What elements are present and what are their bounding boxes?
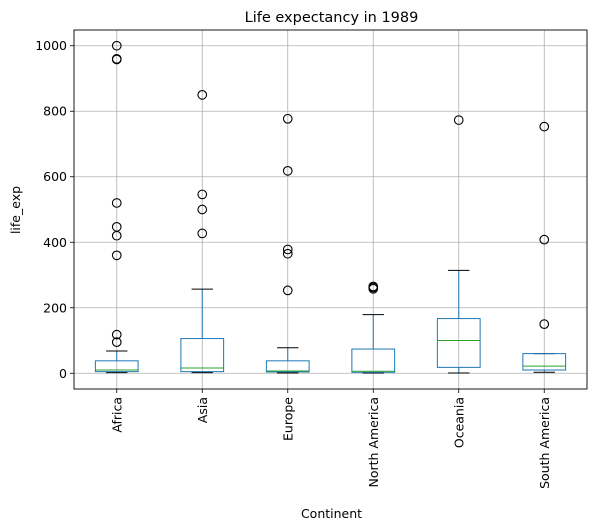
y-tick-label: 0 [59,366,67,381]
flier-point [111,250,122,261]
y-tick-label: 1000 [35,38,67,53]
x-tick-label: Europe [280,397,295,441]
box-iqr [180,338,225,373]
flier-point [282,285,293,296]
plot-frame [73,29,588,390]
flier-point [282,165,293,176]
box-group [180,90,225,374]
x-tick-label: Asia [195,397,210,423]
flier-point [111,198,122,208]
y-tick-label: 200 [43,300,67,315]
flier-point [197,189,208,200]
x-tick-label: Africa [109,397,124,433]
y-tick-label: 600 [43,169,67,184]
flier-point [197,204,208,215]
y-tick-label: 400 [43,235,67,250]
box-iqr [436,318,481,368]
flier-point [282,113,293,124]
x-tick-label: North America [366,397,381,488]
x-tick-label: Oceania [451,397,466,448]
axis-layer: 0 200 400 600 800 1000 Africa Asia Europe North A… [35,38,552,489]
flier-point [368,281,379,292]
box-group [351,281,396,374]
box-group [265,113,310,374]
flier-point [197,90,208,100]
box-iqr [351,348,396,373]
box-iqr [265,360,310,373]
box-group [522,121,567,373]
flier-point [111,53,122,64]
box-group [94,40,139,374]
y-tick-label: 800 [43,104,67,119]
flier-point [111,222,122,232]
box-layer [94,40,567,374]
flier-point [111,329,122,340]
chart-title: Life expectancy in 1989 [245,10,419,26]
flier-point [282,244,293,255]
flier-point [197,228,208,239]
flier-point [539,121,550,132]
y-axis-label: life_exp [8,186,23,234]
flier-point [453,115,464,125]
box-iqr [522,353,567,371]
flier-point [111,40,122,51]
flier-point [111,337,122,348]
flier-point [539,319,550,329]
x-axis-label: Continent [301,506,362,521]
flier-point [282,248,293,259]
box-iqr [94,360,139,373]
flier-point [539,234,550,245]
box-group [436,115,481,374]
x-tick-label: South America [537,397,552,489]
